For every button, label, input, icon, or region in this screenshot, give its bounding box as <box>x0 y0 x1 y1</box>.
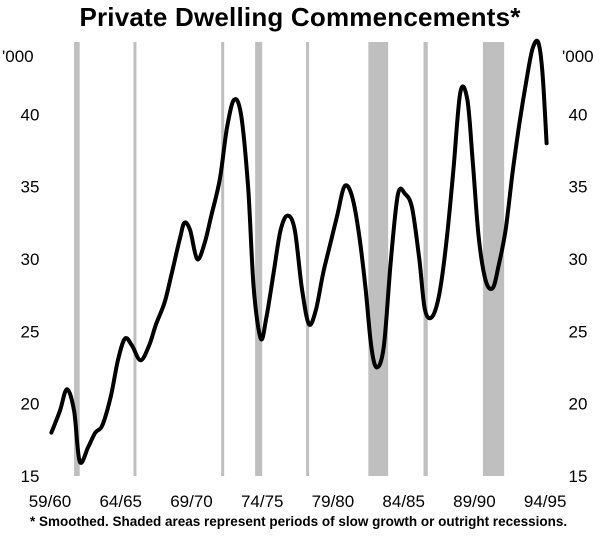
shaded-period-3 <box>221 42 225 476</box>
y-tick-right-30: 30 <box>569 250 588 269</box>
shaded-period-1 <box>74 42 80 476</box>
shaded-period-7 <box>423 42 428 476</box>
chart-title: Private Dwelling Commencements* <box>79 2 521 32</box>
x-tick-74-75: 74/75 <box>241 492 284 511</box>
shaded-period-8 <box>482 42 505 476</box>
x-tick-89-90: 89/90 <box>453 492 496 511</box>
series-line-dwelling-commencements <box>49 38 549 465</box>
shaded-period-5 <box>306 42 310 476</box>
y-tick-left-15: 15 <box>21 467 40 486</box>
y-tick-left-40: 40 <box>21 105 40 124</box>
footnote: * Smoothed. Shaded areas represent perio… <box>30 514 568 529</box>
shaded-period-4 <box>255 42 263 476</box>
y-unit-label-left: '000 <box>2 47 34 66</box>
x-tick-79-80: 79/80 <box>312 492 355 511</box>
x-tick-59-60: 59/60 <box>29 492 72 511</box>
y-tick-right-25: 25 <box>569 322 588 341</box>
x-tick-69-70: 69/70 <box>170 492 213 511</box>
x-tick-64-65: 64/65 <box>99 492 142 511</box>
y-tick-left-30: 30 <box>21 250 40 269</box>
y-tick-right-20: 20 <box>569 395 588 414</box>
y-tick-right-35: 35 <box>569 178 588 197</box>
y-tick-left-25: 25 <box>21 322 40 341</box>
y-axis-left: 15 20 25 30 35 40 <box>21 105 40 486</box>
x-tick-94-95: 94/95 <box>524 492 567 511</box>
y-axis-right: 15 20 25 30 35 40 <box>569 105 588 486</box>
shaded-period-2 <box>133 42 137 476</box>
x-axis: 59/60 64/65 69/70 74/75 79/80 84/85 89/90 94/95 <box>29 492 567 511</box>
y-unit-label-right: '000 <box>562 47 594 66</box>
y-tick-left-20: 20 <box>21 395 40 414</box>
shaded-period-6 <box>368 42 389 476</box>
y-tick-left-35: 35 <box>21 178 40 197</box>
x-tick-84-85: 84/85 <box>382 492 425 511</box>
y-tick-right-40: 40 <box>569 105 588 124</box>
shaded-periods <box>74 42 505 476</box>
y-tick-right-15: 15 <box>569 467 588 486</box>
